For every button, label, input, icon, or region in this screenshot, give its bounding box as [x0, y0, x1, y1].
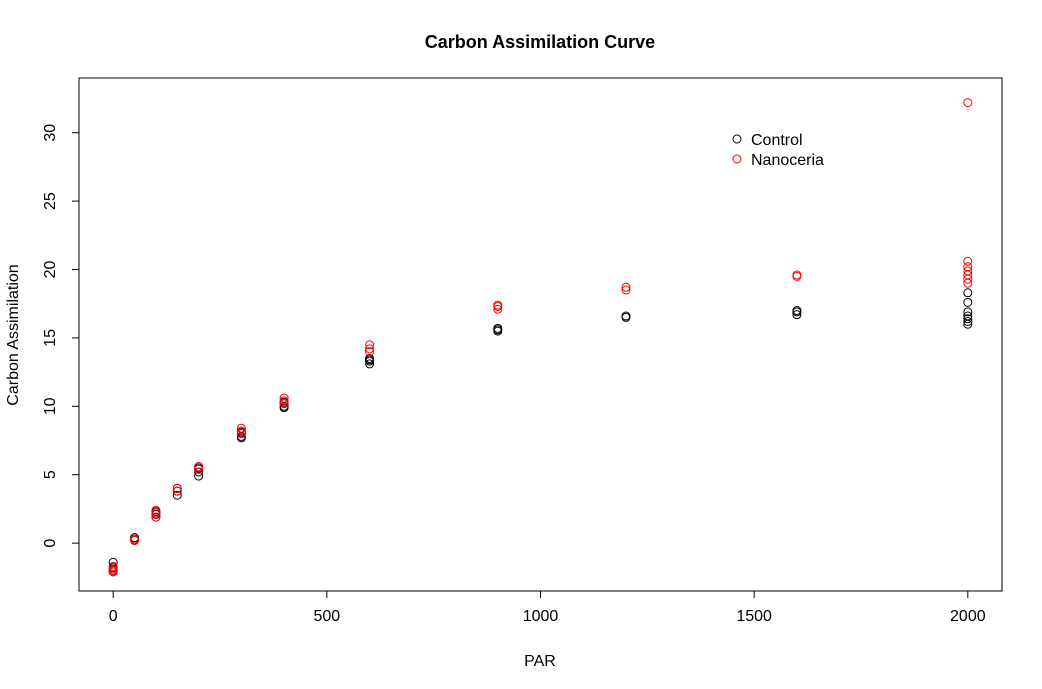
y-tick-label: 20 [42, 261, 59, 279]
data-point [963, 256, 973, 266]
x-axis-label: PAR [524, 653, 556, 670]
x-tick-label: 1500 [736, 608, 772, 625]
data-point [279, 393, 289, 403]
data-point [963, 311, 973, 321]
data-point [108, 561, 118, 571]
data-point [151, 508, 161, 518]
data-point [236, 429, 246, 439]
x-tick-label: 1000 [523, 608, 559, 625]
data-point [963, 98, 973, 108]
data-point [194, 464, 204, 474]
chart-title: Carbon Assimilation Curve [425, 32, 655, 52]
data-point [365, 340, 375, 350]
data-point [963, 314, 973, 324]
y-tick-label: 10 [42, 397, 59, 415]
y-tick-label: 25 [42, 192, 59, 210]
legend-marker-control [732, 134, 742, 144]
x-axis: 0 500 1000 1500 2000 [109, 591, 986, 625]
y-tick-label: 15 [42, 329, 59, 347]
x-tick-label: 0 [109, 608, 118, 625]
data-point [621, 311, 631, 321]
x-tick-label: 2000 [950, 608, 986, 625]
data-point [792, 270, 802, 280]
data-point [172, 483, 182, 493]
data-point [279, 396, 289, 406]
plot-frame [78, 77, 1003, 592]
data-point [493, 304, 503, 314]
legend-marker-nanoceria [732, 154, 742, 164]
data-point [172, 486, 182, 496]
data-point [151, 505, 161, 515]
y-tick-label: 0 [42, 539, 59, 548]
y-tick-label: 30 [42, 124, 59, 142]
y-tick-label: 5 [42, 470, 59, 479]
data-point [963, 297, 973, 307]
data-point [792, 306, 802, 316]
data-point [621, 282, 631, 292]
series-control [108, 288, 973, 577]
data-point [963, 288, 973, 298]
x-tick-label: 500 [313, 608, 340, 625]
data-point [365, 353, 375, 363]
data-point [493, 323, 503, 333]
data-point [236, 423, 246, 433]
data-point [792, 310, 802, 320]
data-point [493, 300, 503, 310]
data-point [151, 512, 161, 522]
legend: Control Nanoceria [732, 132, 824, 169]
series-nanoceria [108, 98, 973, 577]
legend-label-nanoceria: Nanoceria [751, 152, 824, 169]
data-point [194, 467, 204, 477]
y-axis-label: Carbon Assimilation [5, 264, 22, 405]
data-point [963, 307, 973, 317]
data-point [236, 426, 246, 436]
data-point [130, 534, 140, 544]
data-point [279, 399, 289, 409]
data-points [108, 98, 973, 577]
data-point [963, 262, 973, 272]
legend-label-control: Control [751, 132, 803, 149]
data-point [194, 462, 204, 472]
data-point [365, 344, 375, 354]
data-point [365, 359, 375, 369]
data-point [621, 285, 631, 295]
data-point [172, 490, 182, 500]
data-point [365, 347, 375, 357]
data-point [963, 266, 973, 276]
data-point [108, 567, 118, 577]
data-point [963, 317, 973, 327]
y-axis: 0 5 10 15 20 25 30 [42, 124, 79, 548]
